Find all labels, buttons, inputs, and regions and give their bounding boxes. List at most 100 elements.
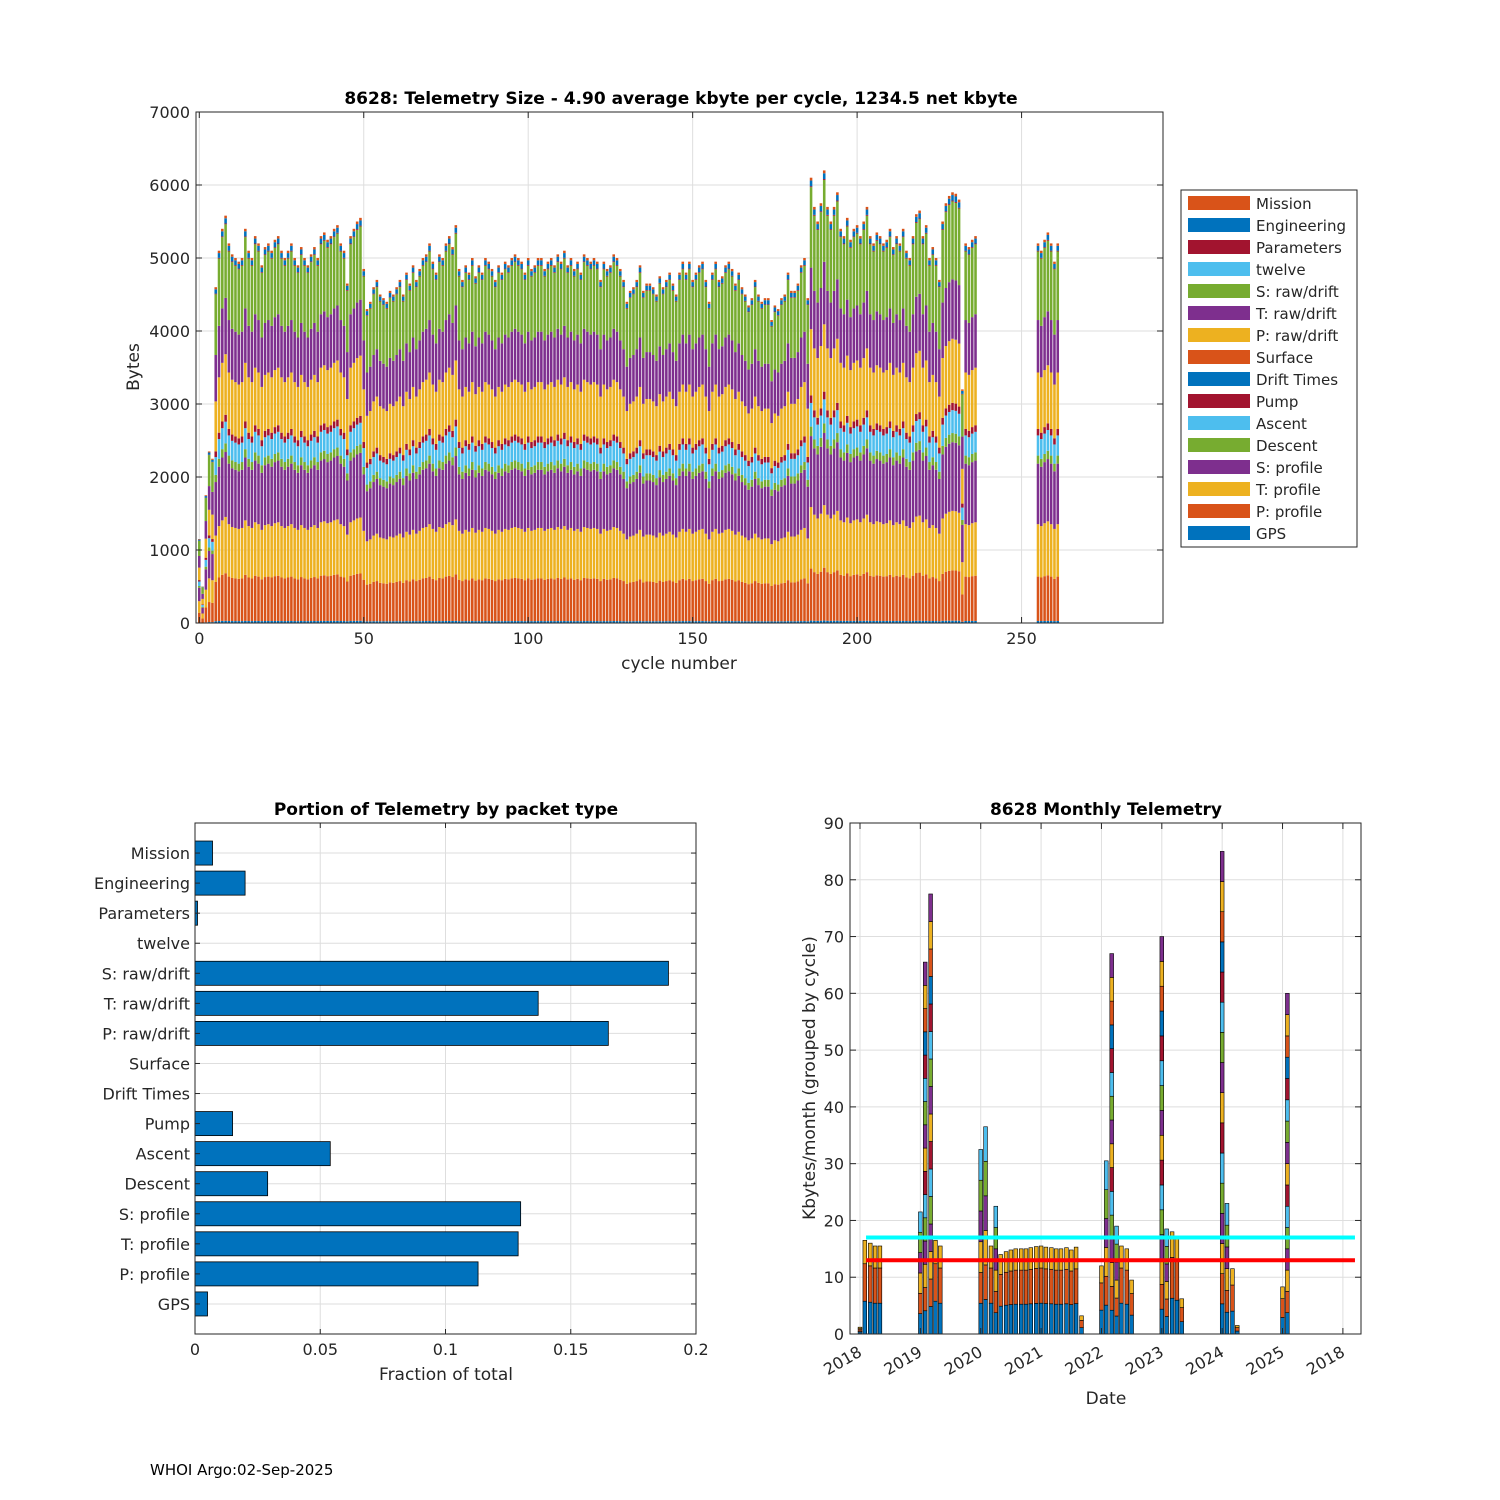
- bar-segment: [892, 255, 895, 323]
- bar-segment: [487, 578, 491, 622]
- bar-segment: [221, 362, 224, 422]
- bar-segment: [595, 261, 599, 264]
- bar-segment: [645, 534, 648, 582]
- bar-segment: [1235, 1325, 1240, 1328]
- bar-segment: [665, 581, 668, 622]
- bar-segment: [859, 620, 862, 623]
- bar-segment: [970, 453, 974, 463]
- bar-segment: [1049, 620, 1053, 623]
- bar-segment: [385, 308, 389, 367]
- bar-segment: [661, 535, 665, 582]
- bar-segment: [796, 581, 800, 622]
- bar-segment: [247, 458, 250, 467]
- bar-segment: [951, 192, 954, 196]
- bar-segment: [375, 581, 379, 622]
- bar-segment: [727, 384, 731, 439]
- bar-segment: [372, 294, 375, 356]
- bar-segment: [556, 440, 560, 461]
- bar-segment: [526, 382, 530, 437]
- bar-segment: [198, 556, 201, 568]
- bar-segment: [674, 537, 678, 583]
- bar-segment: [438, 256, 441, 262]
- bar-segment: [967, 430, 971, 438]
- bar-segment: [392, 301, 395, 361]
- bar-segment: [230, 328, 234, 380]
- bar-segment: [365, 484, 369, 492]
- bar-segment: [941, 454, 944, 519]
- bar-segment: [444, 463, 448, 525]
- bar-segment: [270, 325, 273, 378]
- bar-segment: [582, 468, 586, 528]
- bar-segment: [526, 578, 530, 622]
- bar-segment: [697, 265, 701, 268]
- bar-segment: [622, 286, 625, 288]
- bar-segment: [780, 298, 783, 301]
- bar-segment: [438, 379, 441, 435]
- bar-segment: [803, 258, 806, 261]
- bar-segment: [928, 921, 933, 950]
- bar-segment: [923, 961, 928, 986]
- cycle-bar: [270, 250, 273, 623]
- bar-segment: [865, 439, 869, 449]
- bar-segment: [671, 398, 675, 450]
- bar-segment: [868, 243, 872, 245]
- bar-segment: [845, 573, 849, 621]
- bar-segment: [819, 437, 823, 447]
- cycle-bar: [642, 290, 645, 623]
- bar-segment: [530, 579, 533, 622]
- bar-segment: [349, 522, 352, 576]
- bar-segment: [569, 331, 573, 383]
- bar-segment: [257, 455, 260, 464]
- bar-segment: [586, 260, 589, 265]
- bar-segment: [454, 419, 458, 427]
- bar-segment: [1159, 1159, 1164, 1186]
- bar-segment: [694, 279, 698, 281]
- bar-segment: [566, 386, 569, 441]
- bar-segment: [510, 621, 514, 623]
- bar-segment: [536, 436, 540, 443]
- bar-segment: [388, 453, 392, 459]
- bar-segment: [401, 621, 405, 623]
- bar-segment: [714, 384, 717, 439]
- bar-segment: [875, 365, 879, 424]
- bar-segment: [875, 234, 879, 240]
- bar-segment: [813, 215, 816, 291]
- bar-segment: [352, 428, 356, 450]
- bar-segment: [332, 449, 336, 458]
- bar-segment: [668, 475, 671, 532]
- bar-segment: [941, 358, 944, 418]
- bar-segment: [806, 456, 810, 463]
- bar-segment: [523, 475, 527, 532]
- bar-segment: [885, 427, 888, 434]
- bar-segment: [500, 475, 504, 532]
- bar-segment: [1043, 462, 1046, 524]
- cycle-bar: [313, 247, 316, 623]
- bar-segment: [563, 621, 566, 623]
- bar-segment: [934, 462, 938, 470]
- bar-segment: [276, 431, 280, 453]
- bar-segment: [316, 436, 319, 443]
- bar-segment: [221, 457, 224, 521]
- chart-title: 8628 Monthly Telemetry: [990, 800, 1222, 820]
- bar-segment: [924, 419, 928, 427]
- bar-segment: [198, 580, 201, 582]
- cycle-bar: [651, 287, 655, 623]
- bar-segment: [753, 279, 757, 283]
- bar-segment: [543, 579, 546, 622]
- bar-segment: [799, 272, 803, 273]
- bar-segment: [918, 620, 921, 623]
- bar-segment: [211, 462, 214, 492]
- bar-segment: [681, 269, 685, 335]
- bar-segment: [855, 360, 859, 420]
- bar-segment: [974, 314, 977, 368]
- bar-segment: [484, 258, 487, 261]
- bar-segment: [484, 436, 487, 443]
- telemetry-size-chart: 0 50 100 150 200 2500100020003000400050006000…: [124, 89, 1358, 674]
- bar-segment: [553, 440, 556, 447]
- bar-segment: [645, 398, 648, 450]
- bar-segment: [1285, 1120, 1290, 1143]
- bar-segment: [1053, 578, 1056, 622]
- bar-segment: [362, 389, 366, 443]
- bar-segment: [244, 457, 247, 521]
- bar-segment: [257, 250, 260, 252]
